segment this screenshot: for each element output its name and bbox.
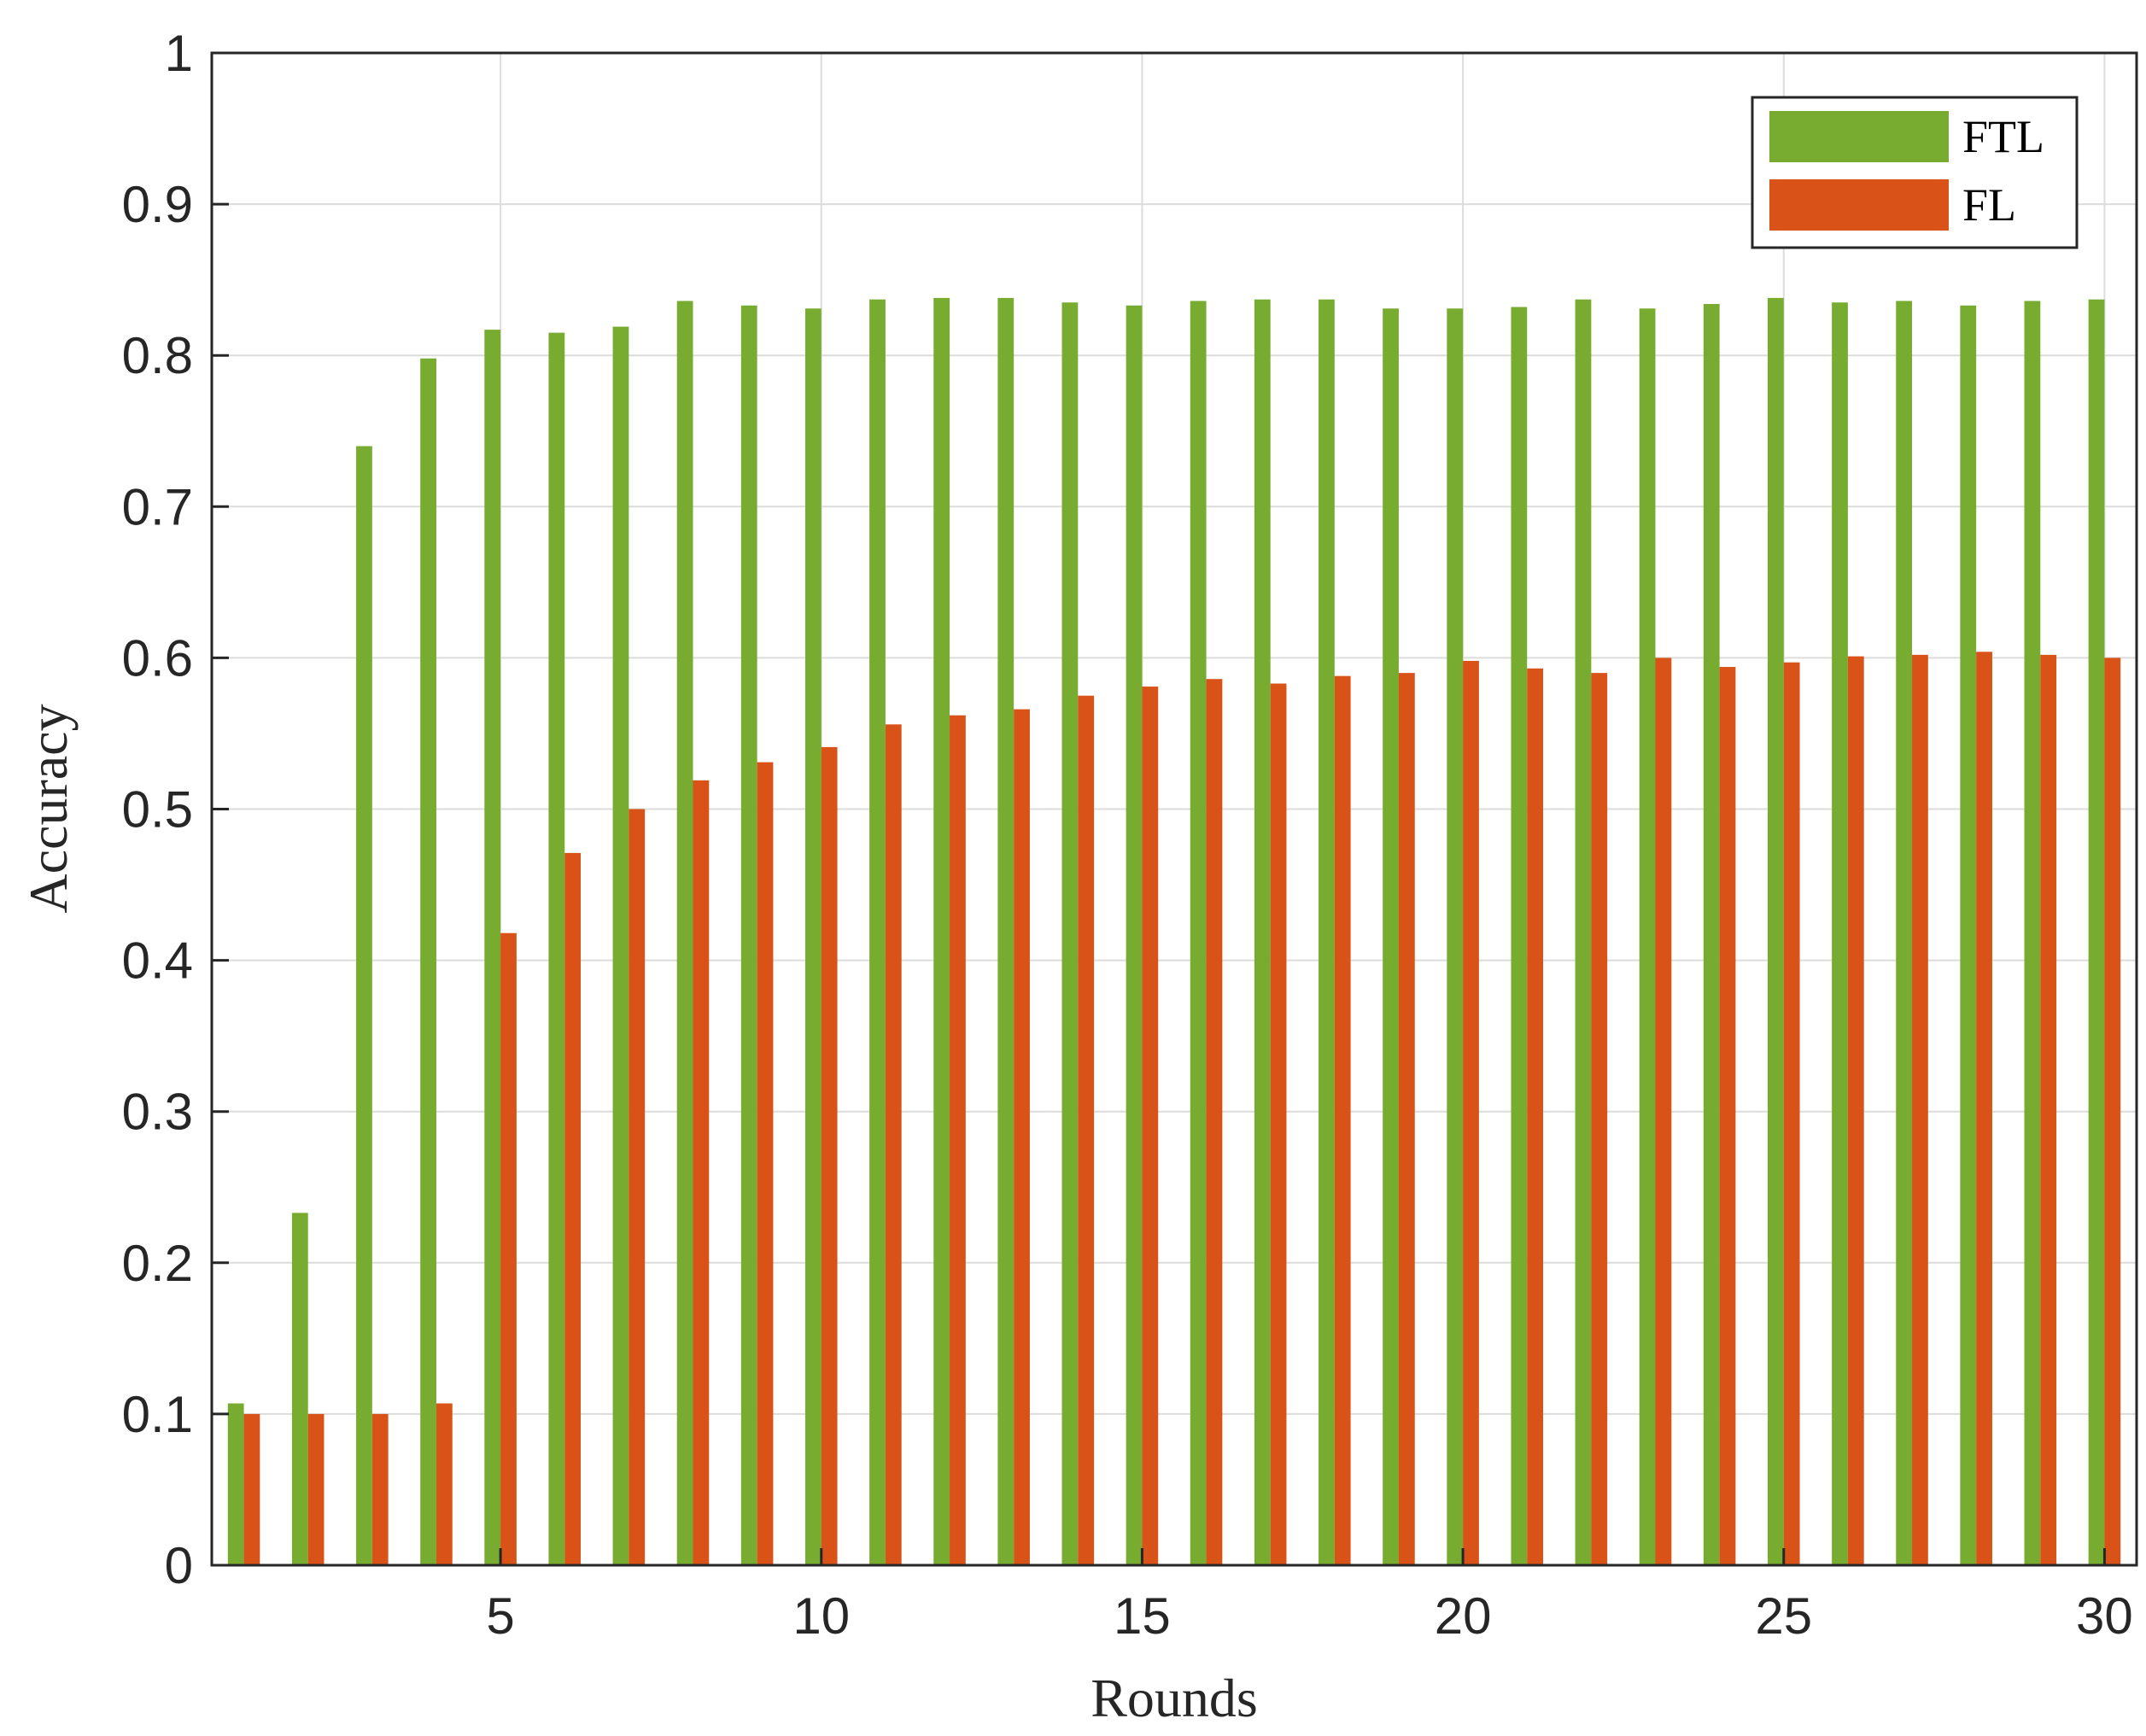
bar-fl-round-17 — [1270, 683, 1287, 1565]
bar-fl-round-7 — [629, 809, 646, 1565]
bar-ftl-round-15 — [1126, 305, 1143, 1566]
bar-fl-round-14 — [1078, 695, 1095, 1565]
bar-fl-round-21 — [1527, 668, 1544, 1565]
legend-swatch-fl — [1769, 179, 1949, 231]
x-tick-label: 5 — [486, 1587, 514, 1645]
bar-ftl-round-13 — [997, 297, 1015, 1566]
axes — [210, 51, 2138, 1567]
y-tick-label: 0.9 — [122, 176, 193, 233]
y-tick-label: 0.2 — [122, 1235, 193, 1292]
bar-fl-round-25 — [1783, 662, 1800, 1565]
bar-fl-round-29 — [2040, 654, 2057, 1566]
y-tick-label: 0.4 — [122, 932, 193, 990]
bar-ftl-round-8 — [676, 301, 693, 1566]
bar-ftl-round-28 — [1960, 305, 1977, 1566]
bar-ftl-round-30 — [2088, 299, 2105, 1566]
legend-swatch-ftl — [1769, 111, 1949, 162]
bar-fl-round-12 — [950, 715, 966, 1565]
bar-ftl-round-26 — [1832, 302, 1848, 1566]
bar-fl-round-20 — [1463, 660, 1479, 1565]
bar-fl-round-13 — [1014, 709, 1030, 1565]
x-axis-title: Rounds — [1091, 1668, 1258, 1728]
bar-ftl-round-27 — [1896, 301, 1913, 1566]
bar-ftl-round-21 — [1511, 307, 1528, 1565]
bar-fl-round-10 — [821, 746, 838, 1565]
x-tick-label: 30 — [2076, 1587, 2133, 1645]
bar-fl-round-4 — [436, 1403, 453, 1565]
bar-ftl-round-20 — [1447, 308, 1464, 1565]
y-tick-label: 0 — [165, 1537, 193, 1594]
bar-ftl-round-17 — [1254, 299, 1271, 1566]
bar-ftl-round-6 — [548, 332, 565, 1565]
bar-ftl-round-24 — [1703, 303, 1720, 1566]
y-tick-label: 0.7 — [122, 478, 193, 535]
bar-ftl-round-16 — [1190, 301, 1207, 1566]
bars — [227, 297, 2121, 1566]
y-axis-title: Accuracy — [18, 704, 79, 913]
bar-ftl-round-3 — [356, 446, 372, 1566]
bar-ftl-round-4 — [420, 358, 436, 1566]
bar-fl-round-6 — [564, 852, 582, 1565]
bar-fl-round-19 — [1398, 673, 1415, 1565]
bar-ftl-round-7 — [612, 326, 629, 1565]
bar-fl-round-22 — [1591, 673, 1608, 1565]
tick-labels: 00.10.20.30.40.50.60.70.80.915 10 15 20 25 30 — [122, 25, 2133, 1645]
bar-ftl-round-5 — [484, 330, 501, 1565]
bar-fl-round-8 — [693, 780, 710, 1565]
bar-fl-round-16 — [1206, 679, 1223, 1565]
bar-ftl-round-19 — [1383, 308, 1399, 1565]
bar-fl-round-24 — [1719, 667, 1736, 1565]
bar-fl-round-15 — [1142, 687, 1159, 1565]
bar-fl-round-30 — [2104, 658, 2121, 1565]
bar-fl-round-2 — [307, 1413, 325, 1565]
x-tick-label: 25 — [1755, 1587, 1812, 1645]
y-tick-label: 0.8 — [122, 327, 193, 384]
x-tick-label: 10 — [792, 1587, 850, 1645]
bar-ftl-round-10 — [804, 308, 822, 1565]
bar-ftl-round-9 — [740, 305, 757, 1566]
bar-fl-round-3 — [371, 1413, 389, 1565]
bar-fl-round-27 — [1912, 654, 1928, 1566]
bar-fl-round-5 — [500, 932, 517, 1565]
bar-fl-round-23 — [1655, 658, 1672, 1565]
bar-ftl-round-18 — [1319, 299, 1335, 1566]
bar-fl-round-9 — [757, 762, 774, 1565]
bar-ftl-round-1 — [227, 1403, 244, 1565]
bar-ftl-round-12 — [933, 297, 950, 1566]
legend: FTL FL — [1751, 96, 2079, 249]
bar-ftl-round-2 — [291, 1213, 308, 1565]
bar-fl-round-18 — [1334, 675, 1351, 1565]
bar-fl-round-26 — [1847, 656, 1864, 1565]
legend-label-fl: FL — [1962, 179, 2016, 231]
x-tick-label: 15 — [1114, 1587, 1171, 1645]
bar-ftl-round-29 — [2024, 301, 2041, 1566]
y-tick-label: 0.3 — [122, 1084, 193, 1141]
y-tick-label: 1 — [165, 25, 193, 82]
y-tick-label: 0.5 — [122, 781, 193, 839]
y-tick-label: 0.1 — [122, 1386, 193, 1443]
bar-fl-round-28 — [1976, 652, 1992, 1566]
bar-ftl-round-23 — [1639, 308, 1656, 1565]
x-tick-label: 20 — [1435, 1587, 1492, 1645]
y-tick-label: 0.6 — [122, 629, 193, 687]
legend-label-ftl: FTL — [1962, 111, 2044, 162]
bar-fl-round-11 — [885, 724, 902, 1565]
bar-fl-round-1 — [243, 1413, 260, 1565]
bar-ftl-round-14 — [1061, 302, 1079, 1566]
bar-ftl-round-25 — [1767, 297, 1784, 1566]
bar-ftl-round-22 — [1575, 299, 1592, 1566]
bar-ftl-round-11 — [869, 299, 886, 1566]
